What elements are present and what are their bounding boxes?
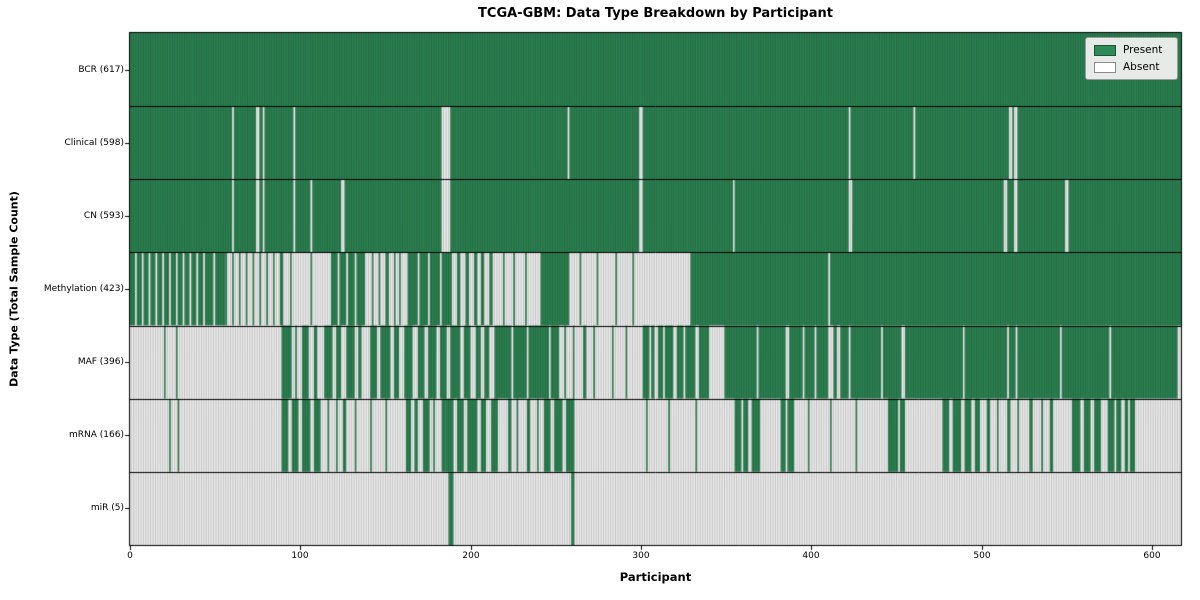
y-tick-label-maf: MAF (396) <box>77 357 124 367</box>
y-tick-label-clinical: Clinical (598) <box>64 138 124 148</box>
y-tick-label-mrna: mRNA (166) <box>69 430 124 440</box>
y-tick-label-mir: miR (5) <box>90 503 124 513</box>
x-tick-label-400: 400 <box>802 551 820 561</box>
legend: Present Absent <box>1085 37 1178 80</box>
legend-item-present: Present <box>1094 44 1169 56</box>
legend-swatch-absent <box>1094 61 1116 73</box>
y-tick-label-cn: CN (593) <box>83 211 124 221</box>
y-tick-label-methylation: Methylation (423) <box>43 284 124 294</box>
x-tick-label-500: 500 <box>973 551 991 561</box>
x-tick-label-300: 300 <box>632 551 650 561</box>
x-tick-label-600: 600 <box>1143 551 1161 561</box>
x-axis-title: Participant <box>619 570 692 584</box>
y-tick-label-bcr: BCR (617) <box>78 65 124 75</box>
chart-title: TCGA-GBM: Data Type Breakdown by Partici… <box>478 6 833 21</box>
legend-swatch-present <box>1094 44 1116 56</box>
legend-label-absent: Absent <box>1123 61 1160 73</box>
x-tick-label-0: 0 <box>127 551 133 561</box>
legend-label-present: Present <box>1123 44 1163 56</box>
x-tick-label-200: 200 <box>462 551 480 561</box>
x-tick-label-100: 100 <box>291 551 309 561</box>
legend-item-absent: Absent <box>1094 61 1169 73</box>
